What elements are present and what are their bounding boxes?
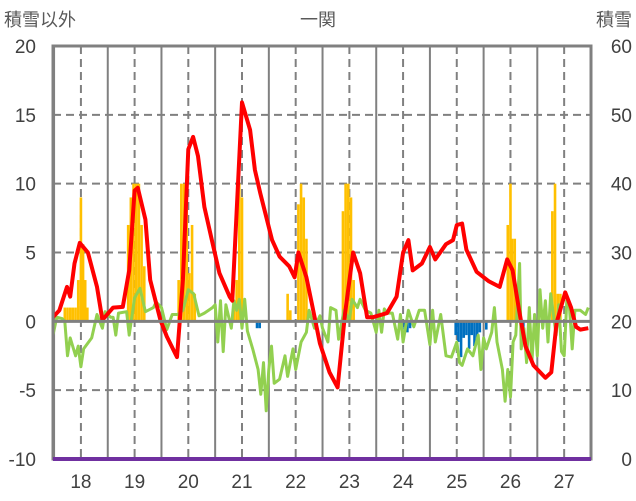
orange-bar (68, 307, 72, 322)
orange-bar (302, 197, 306, 322)
right-tick-label: 50 (611, 106, 632, 127)
blue-bar (470, 321, 474, 336)
orange-bar (509, 183, 512, 322)
x-tick-label: 20 (178, 472, 199, 493)
blue-bar (475, 321, 479, 338)
orange-bar (344, 183, 347, 322)
blue-bar (408, 321, 412, 329)
blue-bar (258, 321, 262, 329)
right-tick-label: 0 (621, 450, 632, 471)
orange-bar (553, 183, 557, 322)
blue-bar (255, 321, 259, 329)
x-tick-label: 22 (285, 472, 306, 493)
orange-bar (81, 244, 85, 322)
orange-bar (71, 307, 75, 322)
x-tick-label: 24 (393, 472, 415, 493)
x-tick-label: 27 (554, 472, 575, 493)
red-series-line (51, 100, 589, 390)
left-tick-label: 0 (25, 312, 36, 333)
orange-bar (83, 280, 87, 322)
right-tick-label: 10 (611, 381, 632, 402)
right-tick-label: 30 (611, 244, 632, 265)
left-tick-label: -10 (9, 450, 36, 471)
orange-bar (190, 224, 194, 322)
blue-bar (478, 321, 482, 333)
x-tick-label: 23 (339, 472, 360, 493)
left-tick-label: 20 (15, 37, 36, 58)
lines (51, 100, 590, 413)
right-tick-label: 40 (611, 175, 632, 196)
orange-bar (238, 183, 241, 322)
orange-bar (137, 183, 141, 322)
chart-title: 一関 (300, 10, 336, 31)
x-tick-label: 19 (124, 472, 145, 493)
orange-bar (506, 224, 510, 322)
orange-bar (185, 197, 188, 322)
orange-bar (134, 183, 138, 322)
left-tick-label: 10 (15, 175, 36, 196)
blue-bar (473, 321, 476, 347)
blue-bar (459, 321, 463, 358)
blue-bar (454, 321, 457, 336)
blue-bar (484, 321, 488, 330)
orange-bar (63, 307, 67, 322)
orange-bar (510, 238, 514, 322)
orange-bar (341, 211, 345, 322)
x-tick-label: 25 (446, 472, 467, 493)
right-tick-label: 20 (611, 312, 632, 333)
left-tick-label: 15 (15, 106, 36, 127)
orange-bar (289, 310, 292, 322)
orange-bar (286, 293, 289, 322)
orange-bar (299, 183, 303, 322)
orange-bar (193, 293, 197, 322)
orange-bar (132, 183, 135, 322)
right-axis-label: 積雪 (596, 10, 632, 31)
x-tick-label: 18 (70, 472, 91, 493)
green-series-line (51, 262, 590, 413)
x-tick-label: 21 (231, 472, 252, 493)
left-axis-label: 積雪以外 (4, 10, 76, 31)
blue-bar (462, 321, 466, 338)
orange-bar (66, 307, 69, 322)
right-tick-label: 60 (611, 37, 632, 58)
orange-bar (347, 183, 350, 322)
blue-bar (406, 321, 409, 333)
left-tick-label: -5 (19, 381, 36, 402)
blue-bar (467, 321, 471, 349)
left-tick-label: 5 (25, 244, 36, 265)
blue-bar (465, 321, 468, 336)
orange-bar (235, 280, 238, 322)
orange-bar (177, 280, 180, 322)
orange-bar (240, 197, 244, 322)
orange-bar (188, 273, 191, 322)
orange-bar (86, 307, 89, 322)
orange-bar (180, 183, 183, 322)
blue-bar (457, 321, 460, 342)
orange-bar (140, 224, 143, 322)
orange-bar (76, 280, 80, 322)
orange-bar (142, 266, 146, 322)
orange-bar (79, 197, 83, 322)
x-tick-label: 26 (500, 472, 521, 493)
bars (63, 183, 562, 358)
orange-bar (551, 211, 554, 322)
orange-bar (74, 307, 77, 322)
